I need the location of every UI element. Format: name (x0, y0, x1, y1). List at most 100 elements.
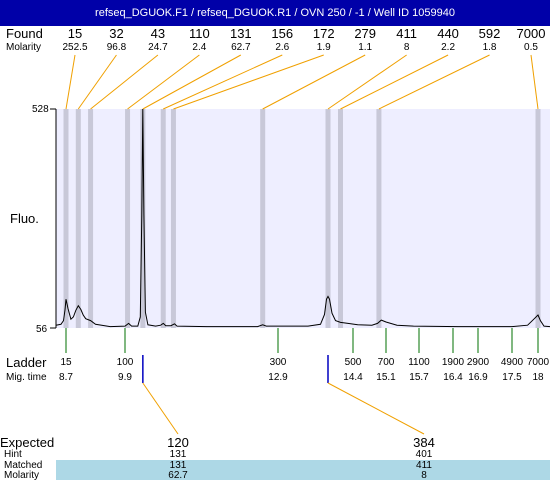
found-molarity-label: 2.6 (275, 42, 290, 53)
mig-time-label: Mig. time (6, 372, 47, 383)
matched-band (56, 460, 550, 470)
window-title: refseq_DGUOK.F1 / refseq_DGUOK.R1 / OVN … (0, 0, 550, 26)
molarity-value: 62.7 (168, 470, 188, 480)
molarity-label: Molarity (6, 42, 42, 53)
found-connector (340, 54, 449, 110)
found-peak-band (376, 109, 382, 328)
ladder-time-label: 12.9 (268, 372, 288, 383)
expected-value: 384 (413, 435, 435, 450)
found-connector (127, 54, 200, 110)
found-connector (77, 54, 117, 110)
ladder-size-label: 100 (116, 357, 134, 368)
expected-connector-lines (142, 382, 425, 435)
found-connector (378, 54, 490, 110)
plot-area (56, 109, 550, 328)
found-size-label: 592 (478, 26, 501, 41)
found-size-label: 440 (437, 26, 459, 41)
ladder-size-label: 1900 (441, 357, 465, 368)
hint-label: Hint (4, 449, 22, 460)
ladder-size-label: 7000 (526, 357, 550, 368)
ladder-size-label: 15 (60, 357, 72, 368)
y-axis-bottom-label: 56 (36, 324, 48, 335)
found-molarity-label: 2.2 (441, 42, 456, 53)
found-connector (327, 54, 407, 110)
found-size-label: 131 (229, 26, 252, 41)
found-peak-band (160, 109, 166, 328)
found-size-label: 7000 (516, 26, 546, 41)
found-size-label: 110 (188, 26, 210, 41)
matched-label: Matched (4, 460, 43, 471)
found-peak-band (170, 109, 176, 328)
molarity-value: 8 (421, 470, 427, 480)
found-molarity-label: 0.5 (524, 42, 538, 53)
found-size-label: 279 (354, 26, 377, 41)
ladder-size-label: 4900 (500, 357, 524, 368)
found-size-label: 43 (150, 26, 166, 41)
ladder-time-label: 15.1 (376, 372, 396, 383)
ladder-label: Ladder (6, 355, 47, 370)
found-connector (90, 54, 159, 110)
found-peak-band (75, 109, 81, 328)
found-molarity-label: 1.8 (482, 42, 497, 53)
found-connector (163, 54, 283, 110)
found-peak-band (140, 109, 146, 328)
found-connector-lines (65, 54, 539, 110)
found-molarity-label: 8 (403, 42, 410, 53)
molarity-band (56, 470, 550, 480)
found-peak-band (88, 109, 94, 328)
found-peak-band (63, 109, 69, 328)
fluorescence-trace (55, 108, 550, 328)
ladder-time-label: 15.7 (409, 372, 429, 383)
ladder-time-label: 16.9 (468, 372, 488, 383)
found-molarity-label: 96.8 (106, 42, 127, 53)
expected-label: Expected (0, 435, 55, 450)
molarity-bottom-label: Molarity (4, 470, 40, 480)
found-molarity-label: 24.7 (148, 42, 168, 53)
found-size-label: 15 (67, 26, 83, 41)
ladder-time-label: 17.5 (502, 372, 522, 383)
found-molarity-label: 62.7 (231, 42, 251, 53)
found-molarity-label: 1.9 (316, 42, 331, 53)
ladder-time-label: 18 (532, 372, 544, 383)
found-molarity-label: 1.1 (358, 42, 373, 53)
ladder-time-label: 8.7 (59, 372, 73, 383)
expected-connector (142, 382, 179, 435)
window-title-text: refseq_DGUOK.F1 / refseq_DGUOK.R1 / OVN … (95, 7, 455, 19)
found-size-label: 32 (109, 26, 124, 41)
y-axis-title: Fluo. (10, 211, 39, 226)
found-peak-band (535, 109, 541, 328)
found-connector (65, 54, 76, 110)
hint-value: 131 (169, 449, 187, 460)
found-bands (63, 109, 541, 328)
found-size-label: 172 (312, 26, 335, 41)
ladder-size-label: 700 (377, 357, 395, 368)
found-connector (262, 54, 366, 110)
found-peak-band (125, 109, 131, 328)
found-peak-band (325, 109, 331, 328)
found-size-label: 156 (271, 26, 294, 41)
ladder-size-label: 2900 (466, 357, 490, 368)
found-molarity-label: 252.5 (62, 42, 88, 53)
ladder-size-label: 300 (269, 357, 287, 368)
found-peak-band (260, 109, 266, 328)
expected-markers (142, 355, 329, 383)
matched-value: 131 (169, 460, 187, 471)
matched-value: 411 (416, 460, 432, 471)
found-connector (530, 54, 539, 110)
expected-value: 120 (167, 435, 189, 450)
found-connector (173, 54, 324, 110)
found-peak-band (338, 109, 343, 328)
found-molarity-label: 2.4 (192, 42, 207, 53)
ladder-time-label: 9.9 (118, 372, 132, 383)
ladder-ticks (65, 328, 539, 353)
expected-connector (327, 382, 425, 435)
ladder-size-label: 1100 (408, 357, 430, 368)
ladder-time-label: 16.4 (443, 372, 463, 383)
found-connector (142, 54, 242, 110)
hint-value: 401 (415, 449, 433, 460)
found-size-label: 411 (396, 26, 417, 41)
ladder-size-label: 500 (344, 357, 362, 368)
ladder-time-label: 14.4 (343, 372, 363, 383)
